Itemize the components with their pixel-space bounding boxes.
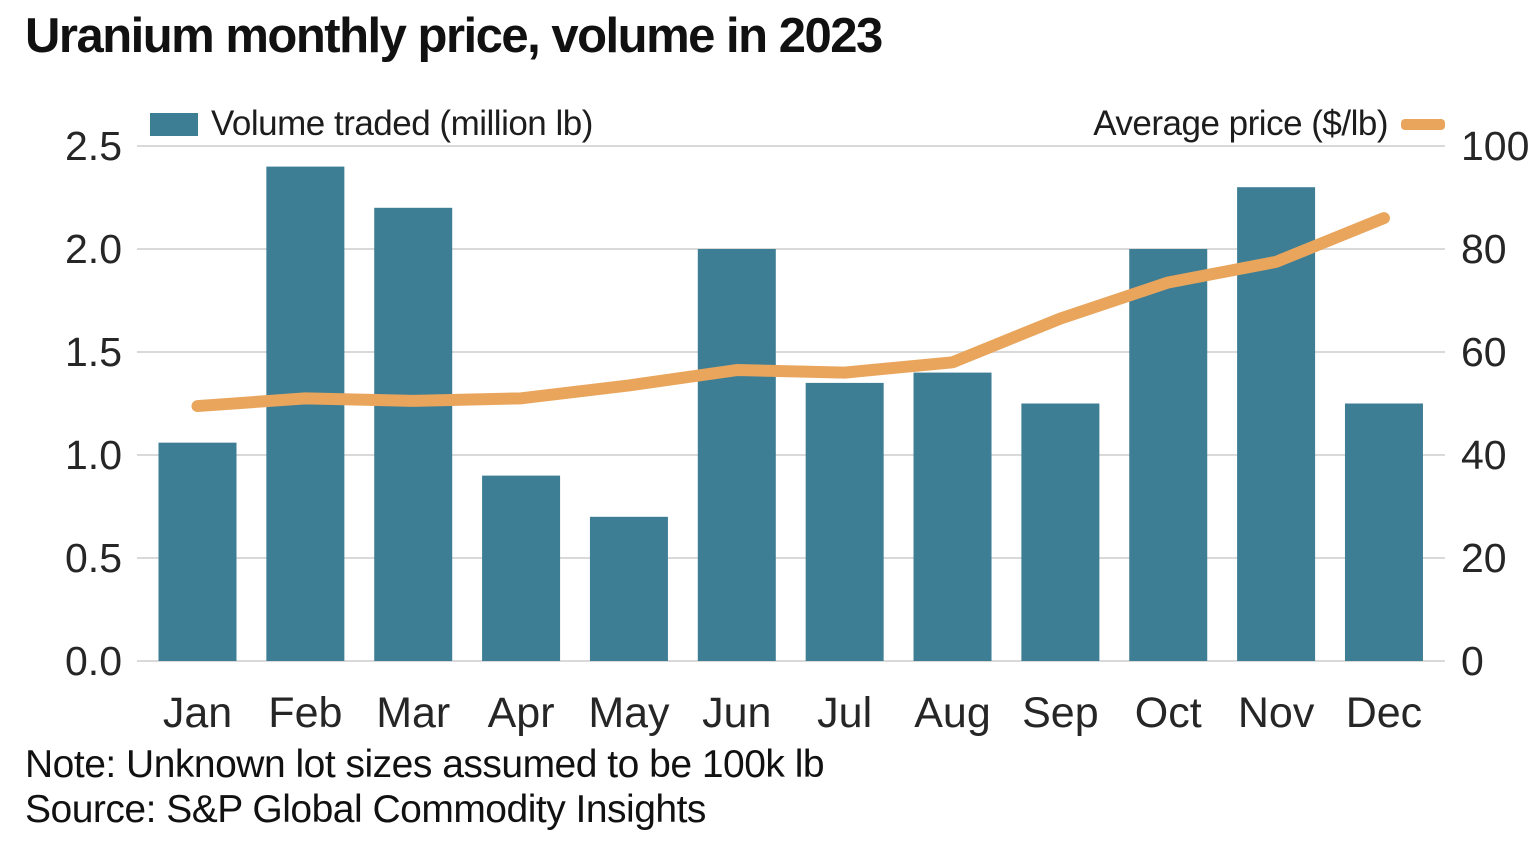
bar-Feb xyxy=(266,166,345,661)
month-label-Apr: Apr xyxy=(488,689,555,737)
legend-volume: Volume traded (million lb) xyxy=(150,104,593,144)
month-label-Jan: Jan xyxy=(163,689,232,737)
right-axis-tick-100: 100 xyxy=(1461,123,1529,169)
bar-Apr xyxy=(482,475,561,661)
left-axis-tick-2.0: 2.0 xyxy=(65,226,122,272)
bar-Aug xyxy=(913,372,992,661)
left-axis-tick-0.0: 0.0 xyxy=(65,638,122,684)
left-axis-tick-1.5: 1.5 xyxy=(65,329,122,375)
bar-Dec xyxy=(1344,403,1423,661)
month-label-Mar: Mar xyxy=(376,689,450,737)
right-axis-tick-0: 0 xyxy=(1461,638,1484,684)
month-label-Dec: Dec xyxy=(1346,689,1422,737)
bar-Jul xyxy=(805,382,884,661)
left-axis-tick-2.5: 2.5 xyxy=(65,123,122,169)
source-text: Source: S&P Global Commodity Insights xyxy=(25,788,706,831)
left-axis-tick-1.0: 1.0 xyxy=(65,432,122,478)
bar-Mar xyxy=(374,207,453,662)
month-label-Feb: Feb xyxy=(268,689,342,737)
bar-Oct xyxy=(1129,249,1208,661)
month-label-Sep: Sep xyxy=(1022,689,1099,737)
month-label-Aug: Aug xyxy=(914,689,991,737)
month-label-Jun: Jun xyxy=(702,689,771,737)
month-label-May: May xyxy=(588,689,670,737)
right-axis-tick-60: 60 xyxy=(1461,329,1507,375)
bar-Sep xyxy=(1021,403,1100,661)
bar-May xyxy=(589,516,668,661)
note-text: Note: Unknown lot sizes assumed to be 10… xyxy=(25,743,825,786)
volume-legend-label: Volume traded (million lb) xyxy=(211,104,593,143)
right-axis-tick-80: 80 xyxy=(1461,226,1507,272)
month-label-Nov: Nov xyxy=(1238,689,1315,737)
month-label-Oct: Oct xyxy=(1135,689,1202,737)
price-line xyxy=(191,212,1390,413)
left-axis-tick-0.5: 0.5 xyxy=(65,535,122,581)
month-label-Jul: Jul xyxy=(817,689,872,737)
legend-price: Average price ($/lb) xyxy=(1093,104,1445,144)
right-axis-tick-20: 20 xyxy=(1461,535,1507,581)
price-legend-label: Average price ($/lb) xyxy=(1093,104,1388,143)
bar-Jan xyxy=(158,442,237,661)
chart-title: Uranium monthly price, volume in 2023 xyxy=(25,9,883,63)
price-legend-swatch xyxy=(1401,118,1445,130)
right-axis-tick-40: 40 xyxy=(1461,432,1507,478)
bar-Jun xyxy=(697,249,776,661)
footnotes: Note: Unknown lot sizes assumed to be 10… xyxy=(25,742,825,832)
volume-legend-swatch xyxy=(150,112,198,136)
